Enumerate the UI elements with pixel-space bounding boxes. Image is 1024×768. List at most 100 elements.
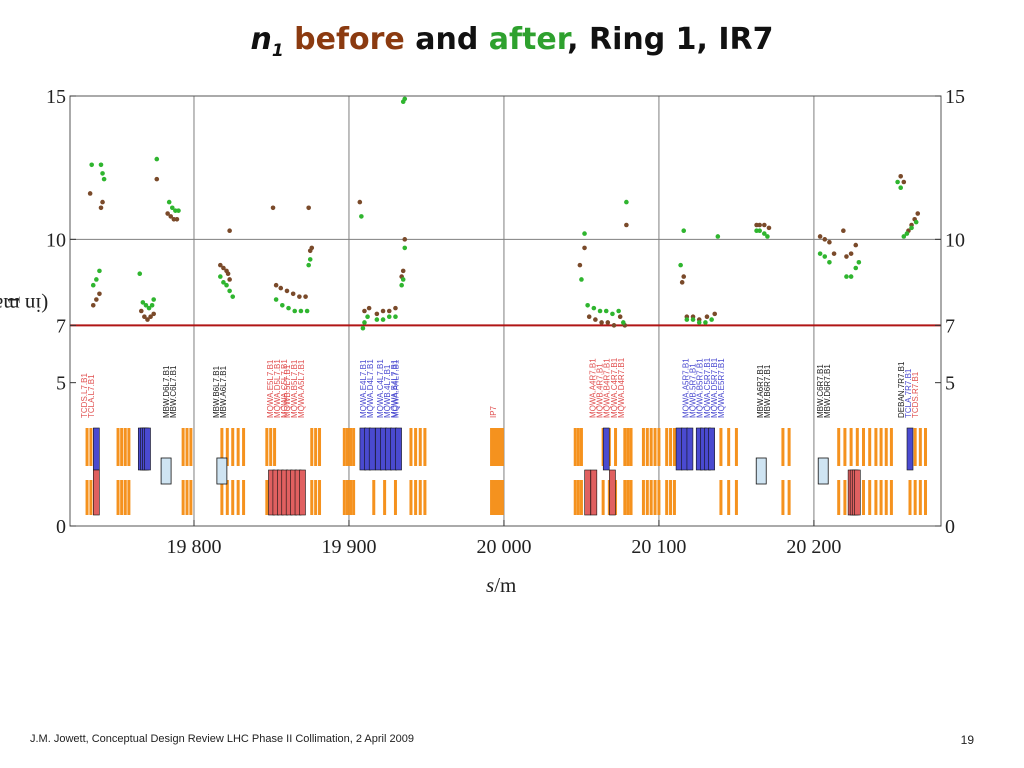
point-after bbox=[616, 308, 621, 314]
collimator-upper bbox=[579, 428, 583, 466]
collimator-lower bbox=[496, 480, 500, 515]
collimator-lower bbox=[653, 480, 657, 515]
collimator-upper bbox=[116, 428, 120, 466]
point-after bbox=[856, 259, 862, 265]
x-tick-label: 20 200 bbox=[786, 536, 841, 558]
point-after bbox=[703, 320, 708, 325]
collimator-lower bbox=[423, 480, 427, 515]
collimator-lower bbox=[623, 480, 627, 515]
point-after bbox=[853, 265, 859, 271]
collimator-lower bbox=[884, 480, 888, 515]
element-label: TCDS.L7.B1 bbox=[80, 373, 89, 418]
collimator-lower bbox=[629, 480, 633, 515]
point-before bbox=[841, 228, 846, 234]
point-after bbox=[402, 96, 408, 102]
collimator-lower bbox=[924, 480, 928, 515]
point-before bbox=[593, 317, 598, 322]
collimator-lower bbox=[649, 480, 653, 515]
point-after bbox=[696, 320, 702, 325]
point-after bbox=[399, 282, 404, 288]
collimator-lower bbox=[494, 480, 498, 515]
point-after bbox=[709, 317, 714, 322]
point-before bbox=[227, 228, 232, 234]
point-before bbox=[704, 314, 710, 320]
collimator-upper bbox=[787, 428, 791, 466]
collimator-lower bbox=[127, 480, 131, 515]
point-after bbox=[218, 274, 223, 279]
collimator-lower bbox=[265, 480, 269, 515]
element-label: MBW.A6R7.B1 bbox=[756, 364, 765, 418]
collimator-upper bbox=[423, 428, 427, 466]
point-before bbox=[844, 254, 849, 259]
element-label: MQWA.D4R7.B1 bbox=[617, 357, 626, 418]
point-before bbox=[100, 199, 105, 205]
point-before bbox=[98, 205, 104, 211]
point-before bbox=[577, 262, 583, 268]
point-before bbox=[848, 251, 854, 256]
point-after bbox=[307, 257, 313, 262]
collimator-lower bbox=[123, 480, 127, 515]
element-label: MQWA.C5L7.B1 bbox=[280, 359, 289, 418]
collimator-lower bbox=[669, 480, 673, 515]
point-before bbox=[218, 262, 223, 268]
collimator-upper bbox=[310, 428, 314, 466]
point-before bbox=[605, 320, 611, 325]
quadrupole-blue bbox=[681, 427, 688, 471]
collimator-lower bbox=[500, 480, 504, 515]
collimator-lower bbox=[665, 480, 669, 515]
quadrupole-blue bbox=[906, 427, 914, 471]
y-tick-label-right: 5 bbox=[945, 373, 955, 395]
quadrupole-red bbox=[299, 469, 306, 516]
collimator-lower bbox=[498, 480, 502, 515]
element-label: MQWB.4R7.B1 bbox=[595, 363, 604, 418]
point-before bbox=[97, 291, 102, 297]
point-after bbox=[230, 294, 236, 299]
point-after bbox=[224, 282, 229, 288]
collimator-upper bbox=[496, 428, 500, 466]
collimator-lower bbox=[879, 480, 883, 515]
element-label: MBW.B6L7.B1 bbox=[212, 365, 221, 418]
element-label: DEBAN.7R7.B1 bbox=[897, 361, 906, 418]
magnet-layout bbox=[85, 427, 928, 516]
title-and: and bbox=[415, 22, 479, 57]
collimator-lower bbox=[418, 480, 422, 515]
y-tick-label-left: 7 bbox=[56, 315, 66, 337]
element-label: TCLA.7R7.B1 bbox=[904, 368, 913, 418]
collimator-lower bbox=[414, 480, 418, 515]
element-label: MBW.B6R7.B1 bbox=[763, 364, 772, 418]
point-after bbox=[901, 234, 907, 239]
collimator-upper bbox=[414, 428, 418, 466]
point-after bbox=[681, 228, 687, 234]
quadrupole-blue bbox=[395, 427, 402, 471]
collimator-lower bbox=[120, 480, 124, 515]
collimator-upper bbox=[492, 428, 496, 466]
collimator-lower bbox=[185, 480, 189, 515]
collimator-lower bbox=[372, 480, 376, 515]
point-after bbox=[909, 225, 914, 231]
quadrupole-blue bbox=[708, 427, 715, 471]
quadrupole-red bbox=[584, 469, 591, 516]
point-after bbox=[844, 274, 849, 279]
collimator-lower bbox=[645, 480, 649, 515]
collimator-lower bbox=[913, 480, 917, 515]
collimator-upper bbox=[884, 428, 888, 466]
point-after bbox=[166, 199, 172, 205]
point-before bbox=[148, 314, 153, 320]
point-after bbox=[402, 245, 408, 251]
collimator-lower bbox=[781, 480, 785, 515]
point-after bbox=[827, 259, 832, 265]
point-before bbox=[284, 288, 290, 294]
plot-frame bbox=[69, 95, 942, 527]
point-after bbox=[895, 179, 900, 185]
element-label: MQWA.D5L7.B1 bbox=[273, 359, 282, 418]
element-label: MBW.C6R7.B1 bbox=[816, 364, 825, 418]
point-before bbox=[138, 308, 144, 314]
grid-lines bbox=[70, 96, 941, 526]
collimator-upper bbox=[649, 428, 653, 466]
point-after bbox=[176, 208, 181, 213]
collimator-upper bbox=[352, 428, 356, 466]
point-after bbox=[151, 297, 156, 302]
point-before bbox=[611, 323, 617, 328]
collimator-upper bbox=[265, 428, 269, 466]
point-after bbox=[610, 311, 615, 317]
